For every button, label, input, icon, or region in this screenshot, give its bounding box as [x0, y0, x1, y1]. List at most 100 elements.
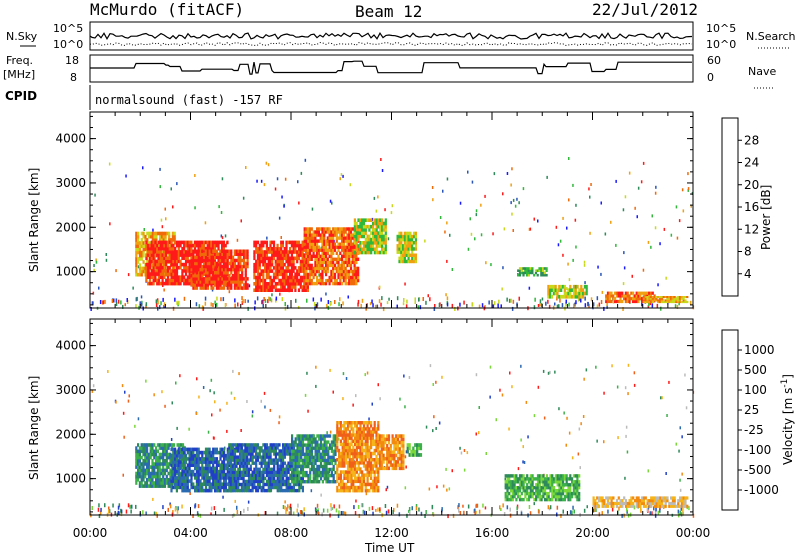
scatter-cell	[633, 383, 636, 387]
echo-cell	[273, 443, 276, 447]
scatter-cell	[623, 266, 626, 270]
clutter-cell	[392, 510, 394, 514]
echo-cell	[274, 455, 277, 459]
echo-cell	[628, 299, 631, 304]
echo-cell	[296, 473, 299, 477]
clutter-cell	[244, 299, 246, 304]
echo-cell	[172, 450, 175, 455]
scatter-cell	[604, 232, 607, 236]
scatter-cell	[385, 488, 387, 492]
echo-cell	[232, 277, 235, 281]
echo-cell	[290, 266, 293, 270]
echo-cell	[278, 247, 281, 251]
echo-cell	[269, 482, 272, 487]
echo-cell	[289, 446, 292, 450]
echo-cell	[206, 264, 209, 269]
echo-cell	[160, 446, 163, 450]
echo-cell	[135, 241, 138, 245]
echo-cell	[349, 242, 353, 246]
echo-cell	[161, 281, 164, 286]
echo-cell	[298, 479, 301, 484]
echo-cell	[195, 283, 199, 287]
echo-cell	[332, 266, 335, 271]
echo-cell	[155, 449, 158, 454]
echo-cell	[224, 274, 227, 278]
echo-cell	[137, 238, 140, 242]
echo-cell	[147, 246, 150, 251]
echo-cell	[290, 240, 293, 245]
echo-cell	[267, 488, 270, 493]
echo-cell	[375, 228, 378, 232]
echo-cell	[135, 269, 138, 274]
echo-cell	[357, 266, 360, 271]
echo-cell	[253, 455, 256, 459]
echo-cell	[332, 260, 335, 265]
echo-cell	[346, 257, 349, 261]
echo-cell	[208, 453, 211, 458]
echo-cell	[161, 246, 164, 251]
echo-cell	[335, 278, 338, 283]
echo-cell	[255, 485, 258, 490]
echo-cell	[299, 266, 302, 270]
scatter-cell	[365, 492, 368, 496]
echo-cell	[332, 233, 335, 237]
echo-cell	[190, 472, 193, 477]
clutter-cell	[264, 511, 267, 515]
echo-cell	[142, 446, 145, 450]
echo-cell	[231, 446, 234, 450]
echo-cell	[364, 224, 367, 229]
echo-cell	[659, 296, 662, 299]
echo-cell	[357, 257, 360, 261]
echo-cell	[212, 453, 215, 458]
echo-cell	[382, 221, 385, 226]
echo-cell	[151, 481, 154, 485]
echo-cell	[161, 243, 164, 248]
clutter-cell	[183, 296, 186, 301]
echo-cell	[212, 258, 215, 263]
echo-cell	[217, 265, 220, 270]
clutter-cell	[281, 297, 284, 302]
echo-cell	[135, 446, 138, 450]
echo-cell	[237, 485, 240, 490]
echo-cell	[199, 261, 202, 266]
echo-cell	[241, 258, 244, 263]
echo-cell	[137, 231, 140, 236]
scatter-cell	[444, 230, 446, 234]
echo-cell	[348, 257, 351, 261]
scatter-cell	[485, 261, 487, 265]
echo-cell	[184, 265, 188, 270]
echo-cell	[206, 271, 209, 275]
echo-cell	[172, 469, 175, 474]
clutter-cell	[640, 507, 642, 512]
echo-cell	[244, 252, 247, 256]
echo-cell	[326, 257, 329, 261]
echo-cell	[260, 470, 263, 474]
echo-cell	[195, 457, 198, 461]
echo-cell	[660, 299, 663, 302]
echo-cell	[206, 463, 209, 467]
echo-cell	[357, 248, 360, 252]
echo-cell	[201, 252, 204, 256]
clutter-cell	[396, 503, 399, 508]
scatter-cell	[435, 380, 437, 384]
clutter-cell	[641, 302, 643, 307]
echo-cell	[183, 275, 186, 279]
echo-cell	[527, 269, 530, 272]
echo-cell	[153, 455, 156, 460]
scatter-cell	[127, 399, 130, 403]
echo-cell	[210, 277, 213, 281]
echo-cell	[152, 272, 155, 276]
echo-cell	[355, 260, 358, 265]
echo-cell	[348, 275, 351, 280]
echo-cell	[379, 231, 382, 235]
echo-cell	[181, 246, 184, 251]
echo-cell	[142, 234, 145, 239]
echo-cell	[337, 281, 340, 286]
clutter-cell	[649, 511, 651, 516]
echo-cell	[233, 455, 236, 459]
scatter-cell	[603, 391, 605, 395]
clutter-cell	[104, 503, 106, 508]
echo-cell	[285, 243, 288, 248]
echo-cell	[289, 240, 292, 245]
echo-cell	[255, 285, 258, 289]
